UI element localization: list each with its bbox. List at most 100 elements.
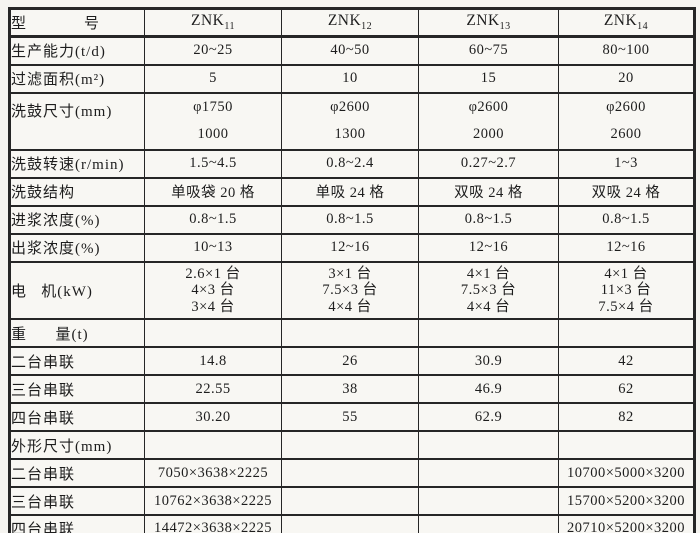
- spec-cell: φ2600 2600: [558, 91, 695, 151]
- table-row: 出浆浓度(%) 10~13 12~16 12~16 12~16: [9, 232, 695, 263]
- spec-cell: 7050×3638×2225: [144, 458, 282, 488]
- spec-cell: 双吸 24 格: [418, 176, 559, 207]
- spec-cell: 单吸袋 20 格: [144, 176, 282, 207]
- spec-cell: 12~16: [281, 232, 419, 263]
- row-label: 出浆浓度(%): [9, 232, 145, 263]
- spec-cell: [281, 458, 419, 488]
- spec-cell: 42: [558, 346, 695, 376]
- spec-cell: [418, 486, 559, 516]
- spec-cell: 15: [418, 63, 559, 94]
- spec-table-body: 型 号 ZNK11 ZNK12 ZNK13 ZNK14 生产能力(t/d) 20…: [9, 7, 695, 533]
- spec-cell: 62: [558, 374, 695, 404]
- spec-cell: [418, 318, 559, 348]
- model-name-znk11: ZNK11: [144, 7, 282, 38]
- table-row: 二台串联 7050×3638×2225 10700×5000×3200: [9, 458, 695, 488]
- spec-cell: 26: [281, 346, 419, 376]
- row-label: 三台串联: [9, 374, 145, 404]
- spec-cell: [558, 318, 695, 348]
- row-label: 电 机(kW): [9, 260, 145, 320]
- table-row: 进浆浓度(%) 0.8~1.5 0.8~1.5 0.8~1.5 0.8~1.5: [9, 204, 695, 235]
- spec-cell: 20~25: [144, 35, 282, 66]
- model-name-znk13: ZNK13: [418, 7, 559, 38]
- row-label: 二台串联: [9, 458, 145, 488]
- row-label: 三台串联: [9, 486, 145, 516]
- model-header-label: 型 号: [9, 7, 145, 38]
- spec-cell: [418, 458, 559, 488]
- table-row: 过滤面积(m²) 5 10 15 20: [9, 63, 695, 94]
- table-row: 洗鼓结构 单吸袋 20 格 单吸 24 格 双吸 24 格 双吸 24 格: [9, 176, 695, 207]
- row-label: 二台串联: [9, 346, 145, 376]
- spec-cell: 4×1 台 7.5×3 台 4×4 台: [418, 260, 559, 320]
- spec-cell: 38: [281, 374, 419, 404]
- spec-cell: 0.8~1.5: [144, 204, 282, 235]
- spec-cell: 20: [558, 63, 695, 94]
- spec-cell: φ1750 1000: [144, 91, 282, 151]
- table-row: 重 量(t): [9, 318, 695, 348]
- table-row: 三台串联 22.55 38 46.9 62: [9, 374, 695, 404]
- spec-cell: 62.9: [418, 402, 559, 432]
- spec-cell: [144, 430, 282, 460]
- spec-cell: 22.55: [144, 374, 282, 404]
- spec-cell: [281, 514, 419, 533]
- spec-cell: [418, 430, 559, 460]
- row-label: 进浆浓度(%): [9, 204, 145, 235]
- spec-cell: [418, 514, 559, 533]
- row-label: 外形尺寸(mm): [9, 430, 145, 460]
- table-row: 洗鼓尺寸(mm) φ1750 1000 φ2600 1300 φ2600 2000 φ…: [9, 91, 695, 151]
- spec-cell: φ2600 2000: [418, 91, 559, 151]
- spec-cell: 4×1 台 11×3 台 7.5×4 台: [558, 260, 695, 320]
- row-label: 洗鼓尺寸(mm): [9, 91, 145, 151]
- spec-cell: [558, 430, 695, 460]
- spec-cell: 12~16: [558, 232, 695, 263]
- spec-cell: 60~75: [418, 35, 559, 66]
- spec-cell: 40~50: [281, 35, 419, 66]
- spec-cell: 2.6×1 台 4×3 台 3×4 台: [144, 260, 282, 320]
- spec-cell: 10762×3638×2225: [144, 486, 282, 516]
- row-label: 重 量(t): [9, 318, 145, 348]
- spec-cell: 0.8~2.4: [281, 148, 419, 179]
- spec-cell: 82: [558, 402, 695, 432]
- row-label: 洗鼓结构: [9, 176, 145, 207]
- row-label: 生产能力(t/d): [9, 35, 145, 66]
- table-row: 四台串联 30.20 55 62.9 82: [9, 402, 695, 432]
- table-row: 三台串联 10762×3638×2225 15700×5200×3200: [9, 486, 695, 516]
- spec-cell: 单吸 24 格: [281, 176, 419, 207]
- spec-table: 型 号 ZNK11 ZNK12 ZNK13 ZNK14 生产能力(t/d) 20…: [8, 7, 696, 533]
- table-row: 电 机(kW) 2.6×1 台 4×3 台 3×4 台 3×1 台 7.5×3 台 4×…: [9, 260, 695, 320]
- table-row: 四台串联 14472×3638×2225 20710×5200×3200: [9, 514, 695, 533]
- spec-cell: [281, 486, 419, 516]
- header-row: 型 号 ZNK11 ZNK12 ZNK13 ZNK14: [9, 7, 695, 38]
- spec-cell: 12~16: [418, 232, 559, 263]
- row-label: 洗鼓转速(r/min): [9, 148, 145, 179]
- spec-cell: 15700×5200×3200: [558, 486, 695, 516]
- spec-cell: 10~13: [144, 232, 282, 263]
- spec-cell: 30.9: [418, 346, 559, 376]
- spec-cell: 14.8: [144, 346, 282, 376]
- spec-cell: 0.8~1.5: [281, 204, 419, 235]
- table-row: 生产能力(t/d) 20~25 40~50 60~75 80~100: [9, 35, 695, 66]
- row-label: 四台串联: [9, 514, 145, 533]
- spec-cell: 3×1 台 7.5×3 台 4×4 台: [281, 260, 419, 320]
- spec-cell: 80~100: [558, 35, 695, 66]
- table-row: 外形尺寸(mm): [9, 430, 695, 460]
- spec-cell: 46.9: [418, 374, 559, 404]
- row-label: 四台串联: [9, 402, 145, 432]
- spec-cell: 0.8~1.5: [558, 204, 695, 235]
- spec-cell: 55: [281, 402, 419, 432]
- table-row: 洗鼓转速(r/min) 1.5~4.5 0.8~2.4 0.27~2.7 1~3: [9, 148, 695, 179]
- spec-cell: 0.27~2.7: [418, 148, 559, 179]
- spec-cell: 10: [281, 63, 419, 94]
- spec-cell: 14472×3638×2225: [144, 514, 282, 533]
- spec-cell: 0.8~1.5: [418, 204, 559, 235]
- spec-cell: 1~3: [558, 148, 695, 179]
- spec-cell: [281, 430, 419, 460]
- spec-cell: [281, 318, 419, 348]
- spec-cell: [144, 318, 282, 348]
- spec-cell: 30.20: [144, 402, 282, 432]
- spec-cell: 1.5~4.5: [144, 148, 282, 179]
- spec-cell: 5: [144, 63, 282, 94]
- table-row: 二台串联 14.8 26 30.9 42: [9, 346, 695, 376]
- spec-cell: 10700×5000×3200: [558, 458, 695, 488]
- model-name-znk14: ZNK14: [558, 7, 695, 38]
